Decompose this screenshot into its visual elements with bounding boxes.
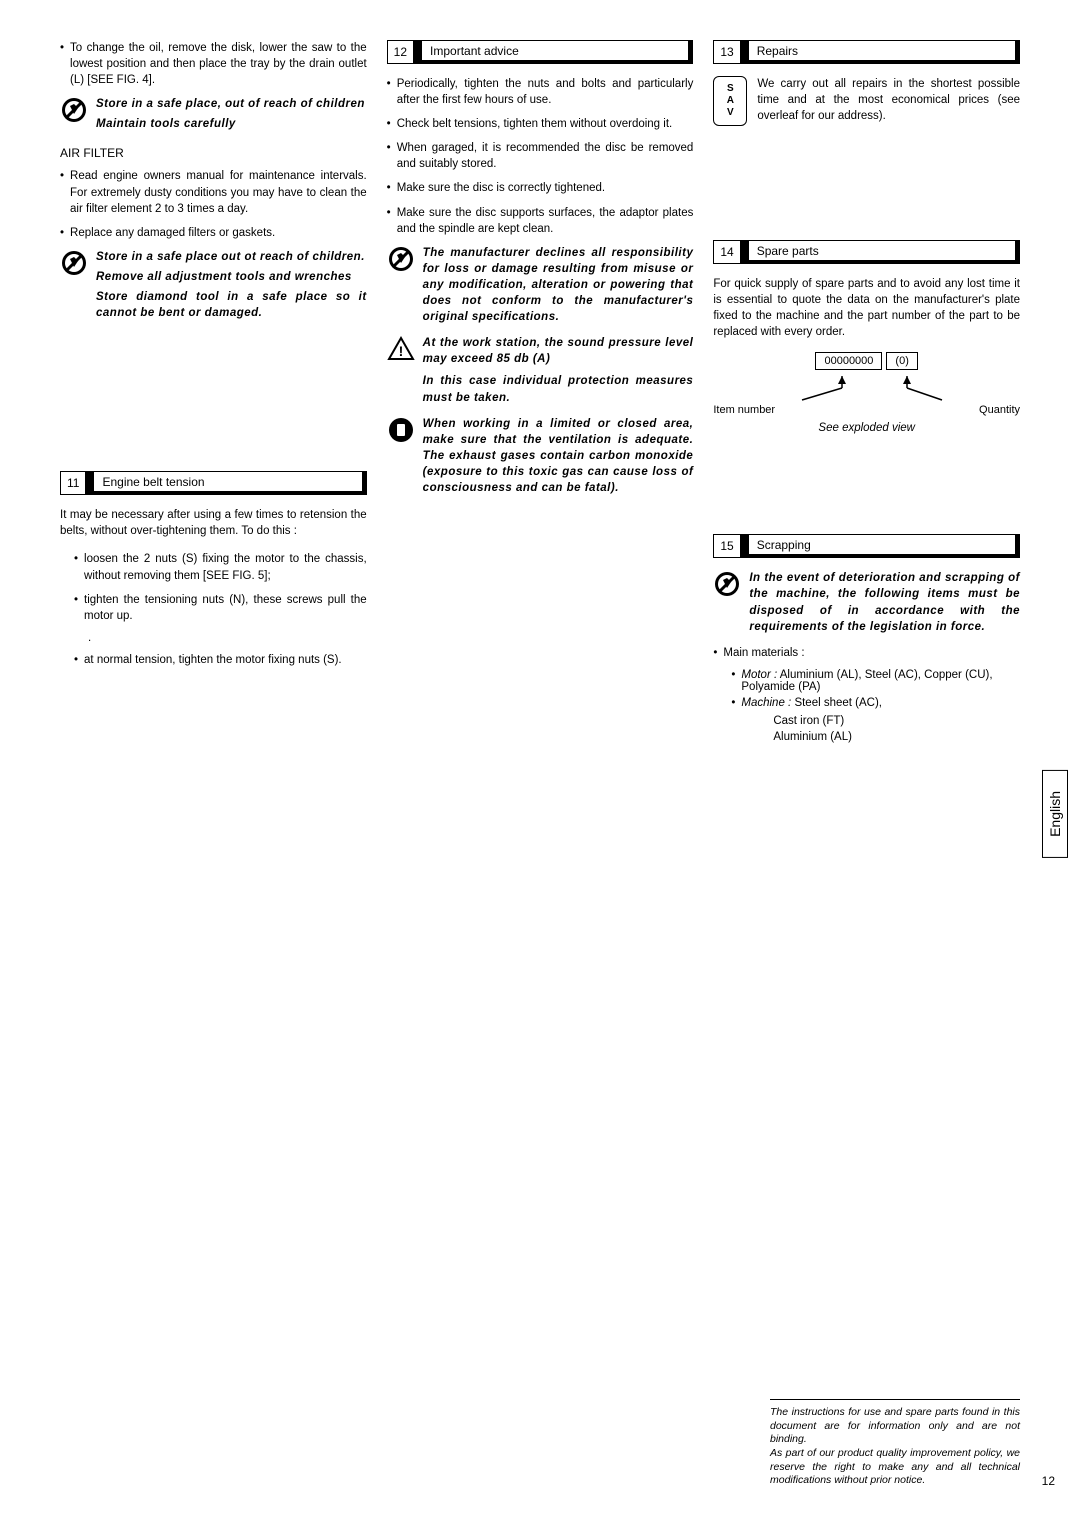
section-15-header: 15 Scrapping: [713, 534, 1020, 558]
warn-text: Store in a safe place, out of reach of c…: [96, 96, 367, 112]
section-11-header: 11 Engine belt tension: [60, 471, 367, 495]
warn-text: In the event of deterioration and scrapp…: [749, 570, 1020, 634]
section-num: 11: [61, 472, 86, 494]
spare-diagram: 00000000 (0) Item number Quantity See ex…: [713, 352, 1020, 434]
warn-text: Remove all adjustment tools and wrenches: [96, 269, 367, 285]
advice-item: •When garaged, it is recommended the dis…: [387, 140, 694, 172]
belt-intro: It may be necessary after using a few ti…: [60, 507, 367, 539]
belt-item: •loosen the 2 nuts (S) fixing the motor …: [74, 551, 367, 583]
prohibit-icon: [60, 96, 88, 124]
warn-text: The manufacturer declines all responsibi…: [423, 245, 694, 325]
section-13-header: 13 Repairs: [713, 40, 1020, 64]
air-item: •Read engine owners manual for maintenan…: [60, 168, 367, 216]
warning-scrapping: In the event of deterioration and scrapp…: [713, 570, 1020, 634]
item-number-box: 00000000: [815, 352, 882, 370]
air-item: •Replace any damaged filters or gaskets.: [60, 225, 367, 241]
warn-text: At the work station, the sound pressure …: [423, 335, 694, 367]
column-1: •To change the oil, remove the disk, low…: [60, 40, 367, 745]
quantity-box: (0): [886, 352, 917, 370]
advice-item: •Periodically, tighten the nuts and bolt…: [387, 76, 694, 108]
warning-store-safe: Store in a safe place, out of reach of c…: [60, 96, 367, 132]
machine-materials: • Machine : Steel sheet (AC),: [731, 697, 1020, 709]
sav-box: SAV We carry out all repairs in the shor…: [713, 76, 1020, 126]
section-title: Engine belt tension: [94, 472, 361, 495]
column-2: 12 Important advice •Periodically, tight…: [387, 40, 694, 745]
item-number-label: Item number: [713, 404, 775, 416]
advice-item: •Make sure the disc supports surfaces, t…: [387, 205, 694, 237]
mandatory-icon: [387, 416, 415, 444]
machine-materials-cont: Cast iron (FT) Aluminium (AL): [773, 713, 1020, 745]
section-title: Spare parts: [749, 241, 1015, 264]
belt-item: •at normal tension, tighten the motor fi…: [74, 652, 367, 668]
column-3: 13 Repairs SAV We carry out all repairs …: [713, 40, 1020, 745]
section-num: 14: [714, 241, 740, 263]
section-title: Scrapping: [749, 535, 1015, 558]
warn-text: Maintain tools carefully: [96, 116, 367, 132]
section-title: Repairs: [749, 41, 1015, 64]
prohibit-icon: [60, 249, 88, 277]
page-number: 12: [1042, 1474, 1055, 1488]
warn-text: Store diamond tool in a safe place so it…: [96, 289, 367, 321]
advice-item: •Make sure the disc is correctly tighten…: [387, 180, 694, 196]
belt-item: •tighten the tensioning nuts (N), these …: [74, 592, 367, 624]
spare-parts-text: For quick supply of spare parts and to a…: [713, 276, 1020, 340]
warn-text: In this case individual protection measu…: [423, 373, 694, 405]
svg-text:!: !: [398, 343, 403, 359]
warning-sound: ! At the work station, the sound pressur…: [387, 335, 694, 405]
advice-item: •Check belt tensions, tighten them witho…: [387, 116, 694, 132]
section-title: Important advice: [422, 41, 688, 64]
section-12-header: 12 Important advice: [387, 40, 694, 64]
section-14-header: 14 Spare parts: [713, 240, 1020, 264]
main-materials: •Main materials :: [713, 645, 1020, 661]
exploded-view-label: See exploded view: [713, 422, 1020, 434]
quantity-label: Quantity: [979, 404, 1020, 416]
sav-text: We carry out all repairs in the shortest…: [757, 76, 1020, 126]
warning-exhaust: When working in a limited or closed area…: [387, 416, 694, 496]
warning-decline: The manufacturer declines all responsibi…: [387, 245, 694, 325]
warning-store-safe-2: Store in a safe place out ot reach of ch…: [60, 249, 367, 321]
oil-change-item: •To change the oil, remove the disk, low…: [60, 40, 367, 88]
warn-text: Store in a safe place out ot reach of ch…: [96, 249, 367, 265]
language-tab: English: [1042, 770, 1068, 858]
prohibit-icon: [387, 245, 415, 273]
air-filter-heading: AIR FILTER: [60, 146, 367, 160]
warn-text: When working in a limited or closed area…: [423, 416, 694, 496]
motor-materials: • Motor : Aluminium (AL), Steel (AC), Co…: [731, 669, 1020, 693]
section-num: 15: [714, 535, 740, 557]
caution-triangle-icon: !: [387, 335, 415, 363]
section-num: 12: [388, 41, 414, 63]
footer-disclaimer: The instructions for use and spare parts…: [770, 1399, 1020, 1488]
prohibit-icon: [713, 570, 741, 598]
section-num: 13: [714, 41, 740, 63]
sav-label: SAV: [713, 76, 747, 126]
